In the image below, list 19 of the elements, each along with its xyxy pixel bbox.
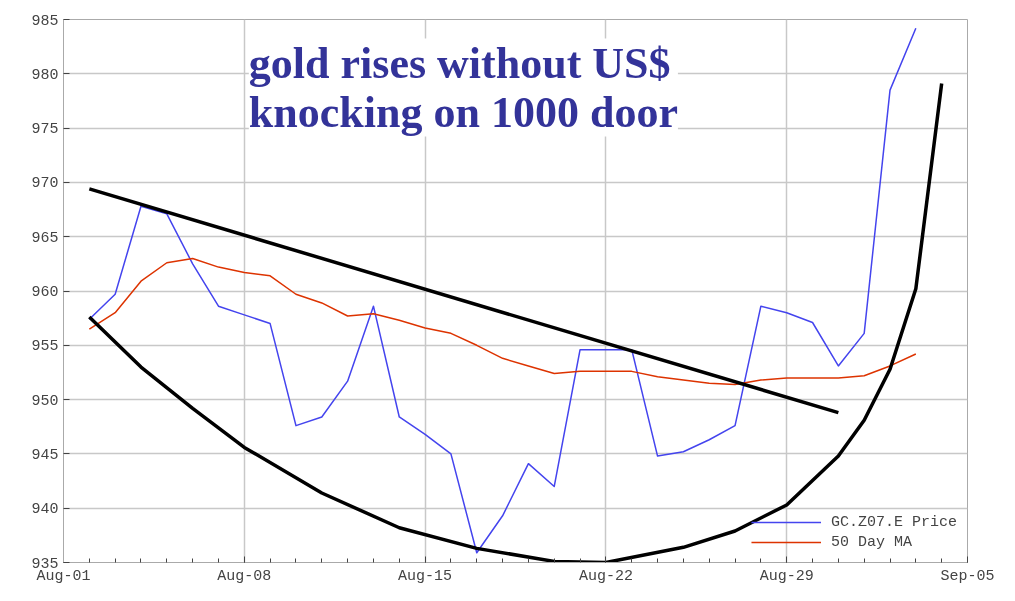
- y-tick-label: 980: [31, 66, 59, 84]
- line-series: [88, 257, 917, 386]
- legend-label: GC.Z07.E Price: [830, 513, 957, 531]
- y-tick-label: 970: [31, 175, 59, 193]
- x-tick-label: Aug-08: [217, 567, 272, 585]
- x-tick-label: Aug-29: [759, 567, 814, 585]
- y-tick-label: 945: [31, 446, 59, 464]
- x-tick-label: Sep-05: [940, 567, 995, 585]
- y-tick-label: 975: [31, 121, 59, 139]
- y-tick-label: 950: [31, 392, 59, 410]
- y-tick-label: 940: [31, 501, 59, 519]
- x-tick-label: Aug-22: [578, 567, 633, 585]
- y-tick-label: 965: [31, 229, 59, 247]
- y-tick-label: 960: [31, 284, 59, 301]
- x-tick-label: Aug-15: [398, 567, 453, 585]
- y-tick-label: 985: [31, 12, 59, 30]
- y-tick-label: 955: [31, 338, 59, 356]
- text: gold rises without US$ knocking on 1000 door: [248, 38, 678, 137]
- legend-label: 50 Day MA: [830, 533, 912, 551]
